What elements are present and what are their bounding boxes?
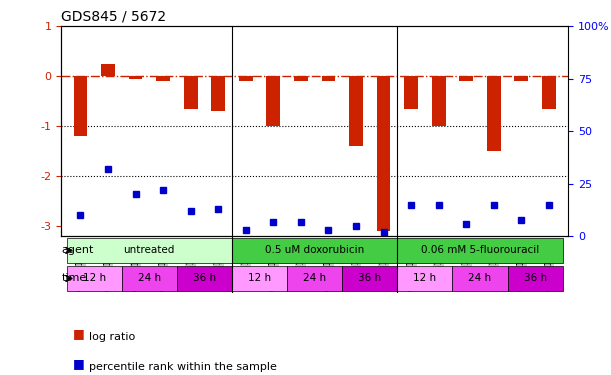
Bar	[487, 76, 500, 152]
Text: 36 h: 36 h	[358, 273, 381, 284]
Bar	[321, 76, 335, 81]
Text: 0.06 mM 5-fluorouracil: 0.06 mM 5-fluorouracil	[421, 246, 539, 255]
Text: 36 h: 36 h	[193, 273, 216, 284]
FancyBboxPatch shape	[397, 238, 563, 263]
Text: agent: agent	[62, 246, 94, 255]
Text: log ratio: log ratio	[89, 333, 135, 342]
Text: ■: ■	[73, 357, 85, 370]
FancyBboxPatch shape	[397, 266, 453, 291]
FancyBboxPatch shape	[287, 266, 342, 291]
FancyBboxPatch shape	[122, 266, 177, 291]
Text: 24 h: 24 h	[469, 273, 492, 284]
Text: GDS845 / 5672: GDS845 / 5672	[61, 10, 166, 24]
FancyBboxPatch shape	[342, 266, 397, 291]
Text: 12 h: 12 h	[248, 273, 271, 284]
Bar	[211, 76, 225, 111]
Text: ■: ■	[73, 327, 85, 340]
Bar	[73, 76, 87, 136]
Bar	[294, 76, 308, 81]
Bar	[239, 76, 253, 81]
Text: 12 h: 12 h	[82, 273, 106, 284]
Bar	[156, 76, 170, 81]
FancyBboxPatch shape	[508, 266, 563, 291]
Bar	[266, 76, 280, 126]
FancyBboxPatch shape	[232, 266, 287, 291]
Text: 24 h: 24 h	[137, 273, 161, 284]
Text: time: time	[62, 273, 87, 284]
FancyBboxPatch shape	[67, 238, 232, 263]
FancyBboxPatch shape	[453, 266, 508, 291]
Bar	[129, 76, 142, 79]
Bar	[404, 76, 418, 109]
Text: 24 h: 24 h	[303, 273, 326, 284]
Bar	[349, 76, 363, 146]
Bar	[542, 76, 556, 109]
Bar	[184, 76, 197, 109]
Bar	[101, 64, 115, 76]
FancyBboxPatch shape	[232, 238, 397, 263]
Text: 36 h: 36 h	[524, 273, 547, 284]
FancyBboxPatch shape	[177, 266, 232, 291]
Bar	[459, 76, 473, 81]
Text: untreated: untreated	[123, 246, 175, 255]
Bar	[514, 76, 529, 81]
Text: 12 h: 12 h	[414, 273, 436, 284]
Text: percentile rank within the sample: percentile rank within the sample	[89, 363, 276, 372]
Bar	[432, 76, 445, 126]
FancyBboxPatch shape	[67, 266, 122, 291]
Text: 0.5 uM doxorubicin: 0.5 uM doxorubicin	[265, 246, 364, 255]
Bar	[376, 76, 390, 231]
